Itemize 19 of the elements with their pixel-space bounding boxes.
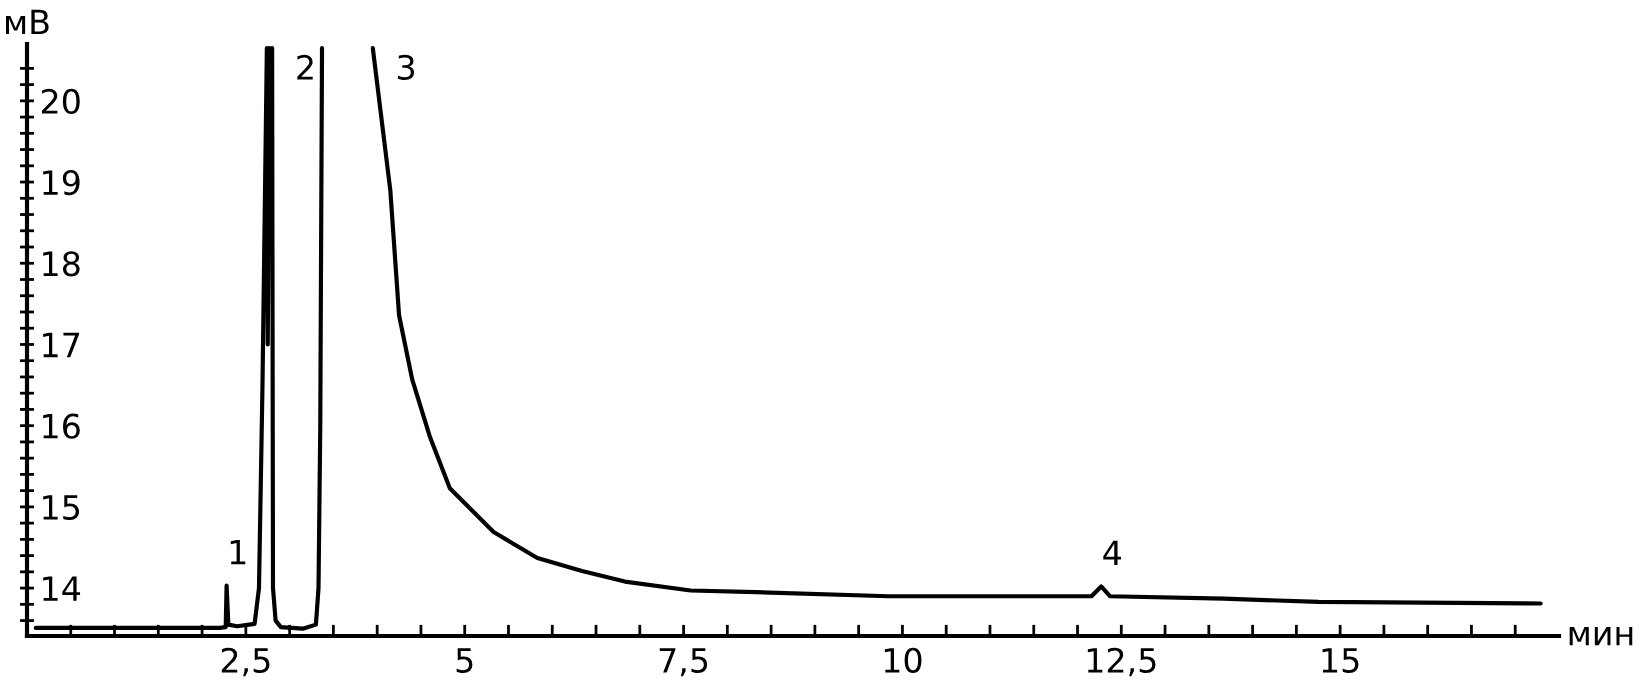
x-tick-label: 2,5 <box>221 647 270 677</box>
annotation: 2 <box>297 54 313 80</box>
y-tick-label: 18 <box>43 251 80 277</box>
x-tick-label: 7,5 <box>659 648 708 677</box>
annotation: 1 <box>230 539 246 565</box>
y-tick-label: 20 <box>41 88 80 114</box>
y-axis-title: мВ <box>6 9 49 35</box>
y-tick-label: 17 <box>43 332 80 358</box>
x-tick-label: 10 <box>884 647 922 673</box>
annotation: 4 <box>1103 540 1121 566</box>
annotation: 3 <box>398 54 415 80</box>
y-tick-label: 15 <box>43 495 79 521</box>
x-tick-label: 5 <box>456 648 473 673</box>
y-tick-label: 19 <box>43 169 80 196</box>
y-tick-label: 16 <box>43 413 80 439</box>
y-tick-label: 14 <box>43 576 81 601</box>
x-tick-label: 15 <box>1322 648 1359 673</box>
x-axis-title: мин <box>1569 626 1633 646</box>
x-tick-label: 12,5 <box>1087 647 1156 677</box>
